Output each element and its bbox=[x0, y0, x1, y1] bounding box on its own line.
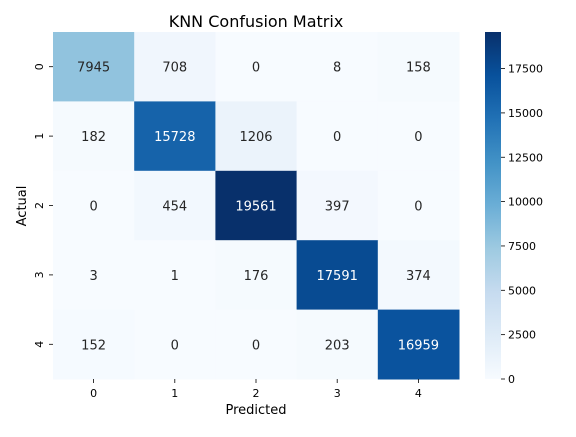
heatmap-cell-r0-c4 bbox=[377, 32, 460, 102]
y-axis-label: Actual bbox=[15, 186, 30, 227]
colorbar-ticks: 0 2500 5000 7500 10000 12500 15000 17500 bbox=[501, 63, 543, 386]
colorbar-tick-label-5: 12500 bbox=[508, 151, 543, 164]
heatmap-cell-r3-c0 bbox=[53, 240, 135, 311]
x-tick-label-4: 4 bbox=[415, 387, 422, 400]
colorbar-tick-label-2: 5000 bbox=[508, 284, 536, 297]
heatmap-cell-r0-c3 bbox=[296, 32, 379, 102]
y-tick-label-2: 2 bbox=[33, 202, 46, 209]
cell-value-r1-c4: 0 bbox=[414, 130, 422, 145]
colorbar-tick-label-0: 0 bbox=[508, 373, 515, 386]
x-axis-ticks: 0 1 2 3 4 bbox=[90, 379, 422, 400]
heatmap-cell-r4-c1 bbox=[134, 309, 216, 380]
colorbar-tick-label-7: 17500 bbox=[508, 63, 543, 76]
heatmap-cell-r0-c2 bbox=[215, 32, 298, 102]
colorbar-tick-label-1: 2500 bbox=[508, 329, 536, 342]
cell-value-r2-c0: 0 bbox=[89, 200, 97, 215]
cell-value-r1-c0: 182 bbox=[81, 130, 106, 145]
heatmap-cell-r3-c4 bbox=[377, 240, 460, 311]
heatmap-cell-r1-c2 bbox=[215, 101, 298, 172]
heatmap-cell-r4-c3 bbox=[296, 309, 379, 380]
heatmap-cell-r2-c1 bbox=[134, 170, 216, 241]
colorbar-tick-label-3: 7500 bbox=[508, 240, 536, 253]
cell-value-r0-c3: 8 bbox=[333, 61, 341, 76]
cell-value-r4-c0: 152 bbox=[81, 338, 106, 353]
x-tick-label-0: 0 bbox=[90, 387, 97, 400]
cell-value-r0-c0: 7945 bbox=[77, 61, 110, 76]
y-tick-label-4: 4 bbox=[33, 341, 46, 348]
cell-value-r1-c1: 15728 bbox=[154, 130, 195, 145]
heatmap-cell-r2-c2 bbox=[215, 170, 298, 241]
cell-value-r3-c4: 374 bbox=[406, 269, 431, 284]
cell-value-r1-c2: 1206 bbox=[239, 130, 272, 145]
heatmap-cell-r2-c4 bbox=[377, 170, 460, 241]
cell-value-r2-c3: 397 bbox=[325, 200, 350, 215]
colorbar bbox=[485, 32, 501, 379]
x-tick-label-2: 2 bbox=[253, 387, 260, 400]
heatmap-cell-r0-c1 bbox=[134, 32, 216, 102]
y-axis-ticks: 0 1 2 3 4 bbox=[33, 63, 53, 348]
cell-value-r0-c1: 708 bbox=[162, 61, 187, 76]
cell-value-r2-c1: 454 bbox=[162, 200, 187, 215]
heatmap-cell-r3-c2 bbox=[215, 240, 298, 311]
heatmap-cell-r4-c2 bbox=[215, 309, 298, 380]
colorbar-tick-label-6: 15000 bbox=[508, 107, 543, 120]
heatmap-cell-r4-c0 bbox=[53, 309, 135, 380]
heatmap-cell-r4-c4 bbox=[377, 309, 460, 380]
cell-value-r4-c2: 0 bbox=[252, 338, 260, 353]
cell-value-r2-c4: 0 bbox=[414, 200, 422, 215]
x-tick-label-1: 1 bbox=[171, 387, 178, 400]
heatmap-cells bbox=[53, 32, 460, 380]
x-tick-label-3: 3 bbox=[334, 387, 341, 400]
heatmap-cell-labels: 7945 708 0 8 158 182 15728 1206 0 0 0 454 19561 397 0 3… bbox=[77, 61, 439, 354]
y-tick-label-1: 1 bbox=[33, 133, 46, 140]
heatmap-cell-r2-c0 bbox=[53, 170, 135, 241]
cell-value-r3-c3: 17591 bbox=[317, 269, 358, 284]
cell-value-r2-c2: 19561 bbox=[235, 200, 276, 215]
cell-value-r4-c3: 203 bbox=[325, 338, 350, 353]
cell-value-r4-c4: 16959 bbox=[398, 338, 439, 353]
cell-value-r1-c3: 0 bbox=[333, 130, 341, 145]
heatmap-cell-r3-c3 bbox=[296, 240, 379, 311]
cell-value-r0-c4: 158 bbox=[406, 61, 431, 76]
cell-value-r4-c1: 0 bbox=[171, 338, 179, 353]
cell-value-r0-c2: 0 bbox=[252, 61, 260, 76]
cell-value-r3-c1: 1 bbox=[171, 269, 179, 284]
heatmap-cell-r3-c1 bbox=[134, 240, 216, 311]
chart-title: KNN Confusion Matrix bbox=[169, 12, 344, 31]
x-axis-label: Predicted bbox=[225, 403, 286, 418]
colorbar-tick-label-4: 10000 bbox=[508, 196, 543, 209]
y-tick-label-3: 3 bbox=[33, 271, 46, 278]
cell-value-r3-c2: 176 bbox=[244, 269, 269, 284]
heatmap-cell-r1-c4 bbox=[377, 101, 460, 172]
y-tick-label-0: 0 bbox=[33, 63, 46, 70]
heatmap-cell-r1-c1 bbox=[134, 101, 216, 172]
cell-value-r3-c0: 3 bbox=[89, 269, 97, 284]
heatmap-cell-r0-c0 bbox=[53, 32, 135, 102]
heatmap-cell-r1-c0 bbox=[53, 101, 135, 172]
heatmap-cell-r2-c3 bbox=[296, 170, 379, 241]
heatmap-cell-r1-c3 bbox=[296, 101, 379, 172]
